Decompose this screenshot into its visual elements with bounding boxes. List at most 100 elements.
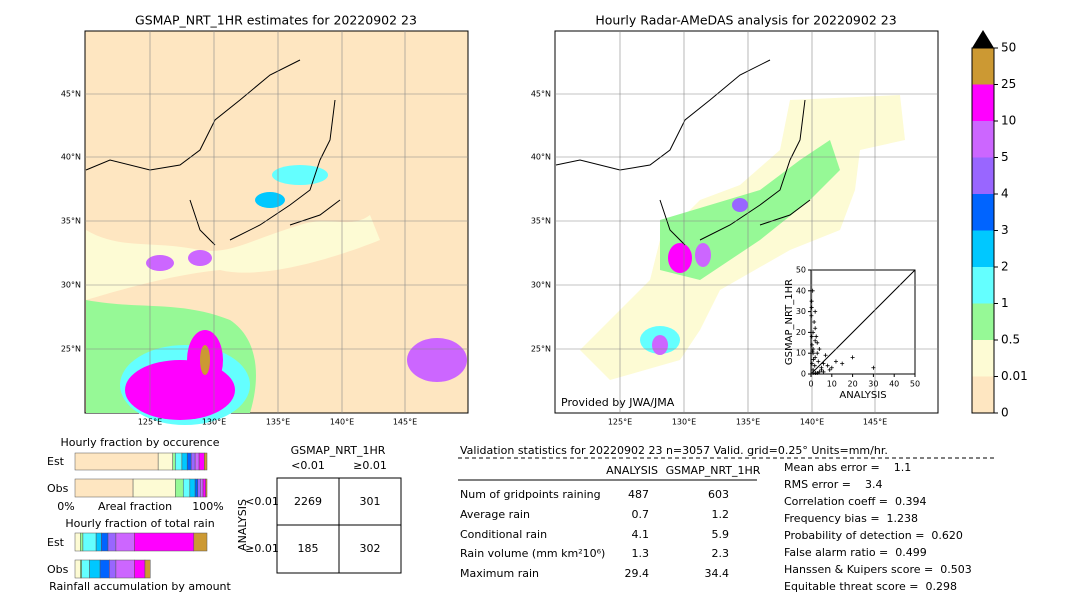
fraction-title: Hourly fraction by occurence — [61, 436, 220, 449]
colorbar-label: 2 — [1001, 260, 1009, 274]
scatter-point — [829, 365, 834, 370]
row-label: Est — [47, 536, 65, 549]
coastline — [555, 59, 811, 246]
scatter-point — [810, 342, 815, 347]
fraction-segment — [175, 478, 184, 498]
lat-label: 25°N — [531, 345, 551, 354]
axis-label: 100% — [192, 500, 223, 513]
lon-label: 140°E — [800, 418, 824, 427]
rain-area — [86, 215, 380, 300]
x-tick-label: 0 — [808, 380, 813, 389]
scatter-point — [809, 334, 814, 339]
scatter-point — [850, 355, 855, 360]
fraction-segment — [182, 478, 191, 498]
y-axis-label: GSMAP_NRT_1HR — [784, 279, 795, 365]
scatter-point — [809, 299, 814, 304]
fraction-segment — [134, 532, 195, 552]
scatter-point — [811, 351, 816, 356]
x-axis-label: ANALYSIS — [839, 390, 886, 401]
fraction-title: Rainfall accumulation by amount — [49, 580, 231, 593]
rain-area — [407, 338, 467, 382]
cell: 301 — [360, 495, 381, 508]
colorbar-label: 50 — [1001, 41, 1016, 55]
stats-header: Validation statistics for 20220902 23 n=… — [460, 444, 888, 457]
fraction-segment — [172, 452, 176, 471]
scatter-point — [812, 320, 817, 324]
fraction-segment — [109, 559, 117, 579]
y-tick-label: 40 — [796, 286, 806, 295]
lat-label: 45°N — [531, 90, 551, 99]
stat-value: 2.3 — [712, 547, 730, 560]
stat-label: Num of gridpoints raining — [460, 488, 601, 501]
fraction-segment — [74, 452, 159, 471]
y-tick-label: 50 — [796, 266, 806, 275]
score: Frequency bias = 1.238 — [784, 512, 918, 525]
colorbar-segment — [972, 230, 994, 267]
lon-label: 145°E — [863, 418, 887, 427]
row-label: Est — [47, 455, 65, 468]
cell: 302 — [360, 542, 381, 555]
fraction-segment — [132, 478, 176, 498]
score: False alarm ratio = 0.499 — [784, 546, 927, 559]
fraction-segment — [115, 559, 135, 579]
x-tick-label: 50 — [910, 380, 920, 389]
fraction-segment — [134, 559, 146, 579]
rain-area — [695, 243, 711, 267]
fraction-title: Hourly fraction of total rain — [65, 517, 214, 530]
scatter-point — [817, 369, 822, 374]
colorbar-label: 0.01 — [1001, 369, 1028, 383]
credit: Provided by JWA/JMA — [561, 396, 675, 409]
colorbar-label: 4 — [1001, 187, 1009, 201]
rain-area — [255, 192, 285, 208]
lat-label: 40°N — [531, 153, 551, 162]
lon-label: 135°E — [736, 418, 760, 427]
stat-value: 1.2 — [712, 508, 730, 521]
colorbar-segment — [972, 194, 994, 231]
colorbar-label: 3 — [1001, 223, 1009, 237]
lat-label: 35°N — [61, 217, 81, 226]
diagonal — [810, 269, 916, 375]
x-tick-label: 10 — [827, 380, 837, 389]
row-title: ANALYSIS — [236, 499, 249, 551]
scatter-point — [810, 288, 815, 293]
score: Mean abs error = 1.1 — [784, 461, 911, 474]
lon-label: 130°E — [672, 418, 696, 427]
lat-label: 35°N — [531, 217, 551, 226]
fraction-segment — [193, 532, 208, 552]
axis-label: Areal fraction — [98, 500, 172, 513]
scatter-point — [871, 365, 876, 370]
stat-value: 29.4 — [625, 567, 650, 580]
lat-label: 30°N — [531, 281, 551, 290]
fraction-segment — [186, 452, 192, 471]
fraction-segment — [202, 478, 206, 498]
fraction-segment — [189, 478, 196, 498]
scatter-point — [840, 361, 845, 366]
stat-label: Conditional rain — [460, 528, 547, 541]
scatter-point — [810, 361, 815, 366]
col-label: <0.01 — [291, 459, 325, 472]
fraction-segment — [204, 452, 208, 471]
colorbar-segment — [972, 303, 994, 340]
fraction-segment — [175, 452, 183, 471]
y-tick-label: 20 — [796, 328, 806, 337]
cell: 185 — [298, 542, 319, 555]
fraction-segment — [190, 452, 196, 471]
row-label: Obs — [47, 563, 69, 576]
fraction-segment — [74, 478, 134, 498]
fraction-segment — [157, 452, 173, 471]
x-tick-label: 40 — [889, 380, 899, 389]
score: RMS error = 3.4 — [784, 478, 882, 491]
scatter-point — [813, 326, 818, 331]
rain-area — [272, 165, 328, 185]
stat-value: 5.9 — [712, 528, 730, 541]
stat-value: 603 — [708, 488, 729, 501]
scatter-point — [811, 347, 816, 352]
scatter-point — [812, 363, 817, 368]
colorbar-segment — [972, 121, 994, 158]
fraction-segment — [81, 559, 90, 579]
rain-area — [652, 335, 668, 355]
scatter-point — [823, 353, 828, 358]
scatter-point — [816, 359, 821, 364]
coastline — [85, 59, 341, 246]
map-analysis — [554, 30, 939, 414]
